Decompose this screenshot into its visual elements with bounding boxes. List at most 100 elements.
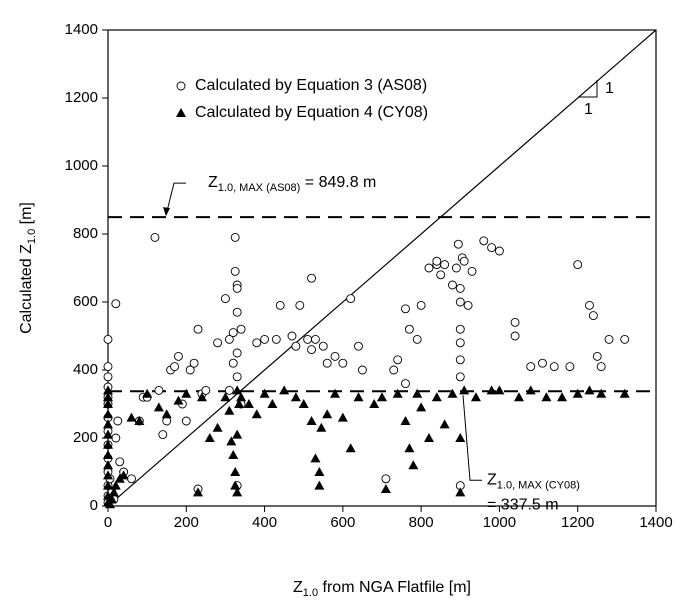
data-point	[455, 324, 465, 334]
data-point	[232, 283, 242, 293]
data-point	[232, 487, 243, 497]
data-point	[588, 311, 598, 321]
data-point	[212, 422, 223, 432]
data-point	[330, 351, 340, 361]
annotation: Z1.0, MAX (AS08) = 849.8 m	[208, 174, 376, 194]
data-point	[103, 439, 113, 449]
data-point	[307, 345, 316, 355]
data-point	[230, 232, 240, 242]
slope-triangle	[578, 80, 598, 98]
data-point	[196, 392, 207, 402]
x-tick-label: 1200	[561, 514, 594, 531]
data-point	[408, 460, 419, 470]
data-point	[290, 392, 301, 402]
x-tick-label: 800	[409, 514, 434, 531]
data-point	[401, 379, 410, 389]
data-point	[224, 334, 234, 344]
data-point	[401, 304, 410, 314]
data-point	[318, 341, 328, 351]
data-point	[103, 385, 113, 395]
data-point	[232, 307, 242, 317]
data-point	[161, 409, 172, 419]
data-point	[113, 416, 123, 426]
leader	[165, 182, 186, 216]
data-point	[322, 409, 333, 419]
data-point	[431, 392, 442, 402]
annotation-part: = 849.8 m	[300, 174, 376, 191]
data-point	[549, 362, 559, 372]
data-point	[377, 392, 387, 402]
y-tick-label: 400	[73, 361, 98, 378]
data-point	[514, 392, 524, 402]
annotation: = 337.5 m	[487, 496, 559, 513]
data-point	[541, 392, 552, 402]
data-point	[455, 338, 465, 348]
data-point	[314, 480, 325, 490]
data-point	[226, 436, 237, 446]
data-point	[115, 457, 125, 467]
data-point	[232, 372, 242, 382]
y-tick-label: 600	[73, 293, 98, 310]
data-point	[267, 399, 278, 408]
annotation-part: Z	[487, 471, 497, 488]
data-point	[134, 416, 145, 425]
data-point	[486, 385, 497, 395]
data-point	[510, 331, 520, 341]
reference-line	[107, 29, 657, 507]
data-point	[232, 348, 242, 358]
data-point	[620, 334, 630, 344]
y-tick-label: 800	[73, 225, 98, 242]
data-point	[404, 443, 415, 453]
data-point	[279, 385, 290, 395]
data-point	[538, 358, 547, 368]
data-point	[295, 300, 305, 310]
data-point	[213, 338, 223, 348]
data-point	[204, 433, 215, 442]
data-point	[103, 392, 113, 402]
data-point	[118, 470, 129, 480]
data-point	[423, 433, 434, 442]
data-point	[298, 399, 309, 408]
data-point	[455, 297, 465, 307]
annotation-part: Z	[208, 174, 218, 191]
data-point	[510, 317, 520, 327]
data-point	[103, 419, 113, 429]
data-point	[181, 388, 192, 398]
data-point	[193, 324, 203, 334]
data-point	[345, 443, 356, 453]
data-point	[158, 430, 168, 440]
y-tick-label: 1000	[65, 157, 98, 174]
data-point	[224, 385, 234, 395]
data-point	[103, 334, 113, 344]
data-point	[252, 338, 262, 348]
data-point	[103, 450, 113, 459]
data-point	[311, 334, 320, 344]
data-point	[170, 362, 179, 372]
data-point	[307, 273, 316, 283]
data-point	[565, 362, 575, 372]
data-point	[260, 334, 270, 344]
data-point	[127, 474, 136, 484]
data-point	[619, 388, 630, 398]
data-point	[353, 392, 364, 402]
x-axis-label: Z1.0 from NGA Flatfile [m]	[293, 579, 471, 599]
legend-marker	[176, 81, 186, 91]
data-point	[467, 266, 477, 276]
data-point	[455, 283, 465, 293]
data-point	[338, 358, 348, 368]
data-point	[106, 494, 117, 504]
data-point	[337, 412, 348, 422]
legend-marker	[176, 108, 186, 117]
annotation-part: 1.0, MAX (CY08)	[497, 479, 580, 491]
y-tick-label: 1400	[65, 21, 98, 38]
data-point	[447, 388, 458, 398]
x-axis-label-part: 1.0	[303, 587, 318, 599]
data-point	[596, 388, 607, 398]
data-point	[459, 385, 470, 395]
x-tick-label: 1000	[483, 514, 516, 531]
x-tick-label: 600	[330, 514, 355, 531]
data-point	[103, 460, 113, 470]
data-point	[303, 334, 313, 344]
data-point	[381, 474, 391, 484]
x-axis-label-part: Z	[293, 579, 303, 596]
